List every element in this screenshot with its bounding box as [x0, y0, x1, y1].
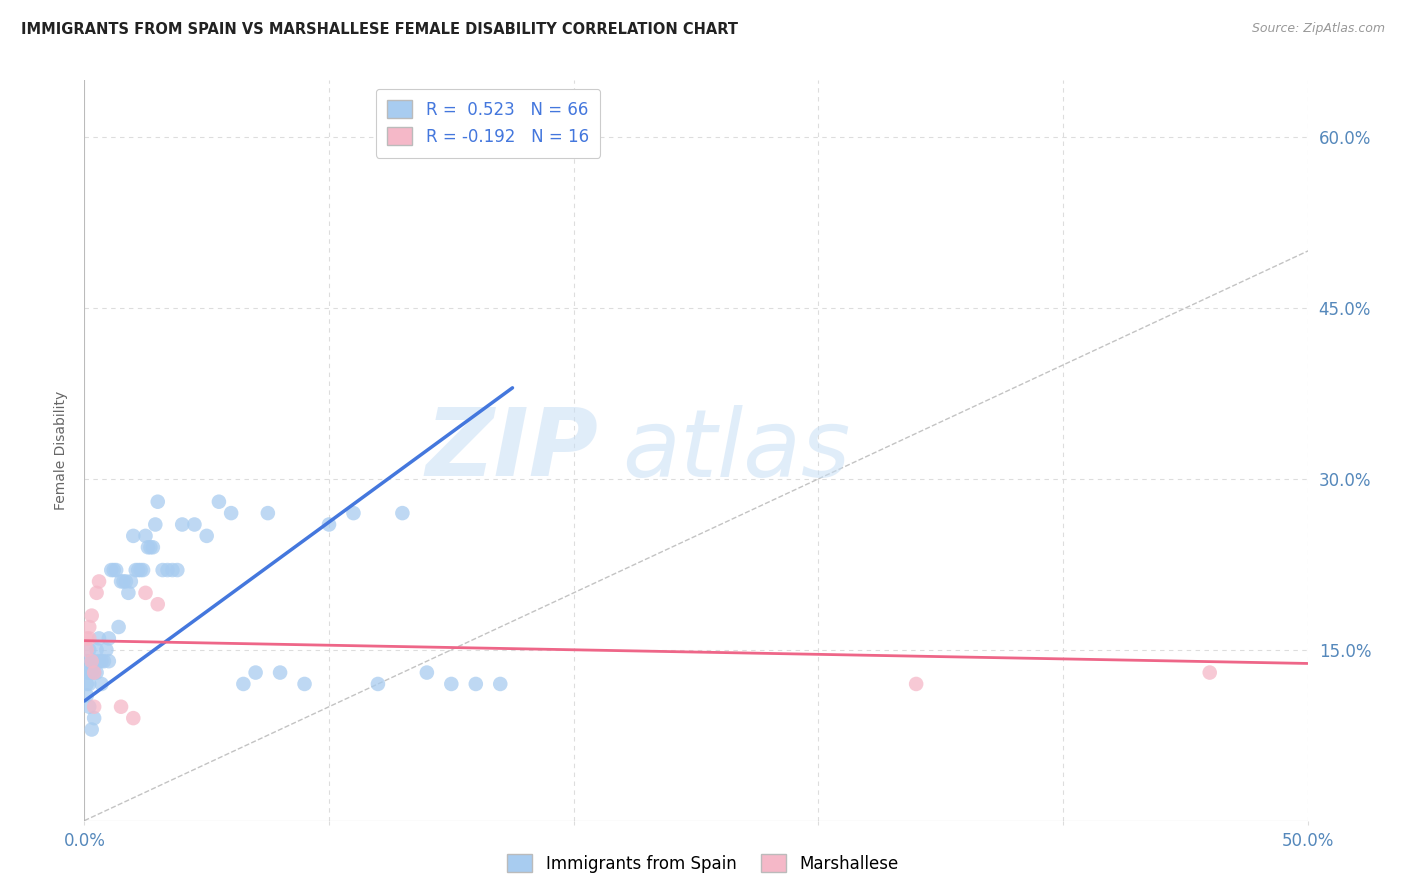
Point — [86, 665, 108, 680]
Point — [125, 563, 148, 577]
Point — [143, 517, 166, 532]
Point — [90, 654, 112, 668]
Point — [416, 665, 439, 680]
Point — [152, 563, 174, 577]
Point — [97, 632, 120, 646]
Point — [105, 563, 128, 577]
Point — [76, 632, 98, 646]
Point — [97, 654, 120, 668]
Point — [83, 665, 105, 680]
Point — [100, 563, 122, 577]
Point — [219, 506, 242, 520]
Point — [146, 494, 169, 508]
Point — [135, 586, 157, 600]
Point — [76, 665, 98, 680]
Point — [269, 665, 291, 680]
Point — [127, 563, 149, 577]
Text: ZIP: ZIP — [425, 404, 598, 497]
Point — [103, 563, 125, 577]
Text: Source: ZipAtlas.com: Source: ZipAtlas.com — [1251, 22, 1385, 36]
Point — [80, 665, 103, 680]
Point — [80, 654, 103, 668]
Point — [77, 699, 100, 714]
Point — [245, 665, 267, 680]
Point — [77, 677, 100, 691]
Point — [162, 563, 184, 577]
Point — [87, 574, 110, 589]
Point — [489, 677, 512, 691]
Point — [136, 541, 159, 555]
Point — [80, 723, 103, 737]
Point — [80, 654, 103, 668]
Point — [195, 529, 218, 543]
Legend: R =  0.523   N = 66, R = -0.192   N = 16: R = 0.523 N = 66, R = -0.192 N = 16 — [375, 88, 600, 158]
Point — [146, 597, 169, 611]
Point — [76, 642, 98, 657]
Point — [391, 506, 413, 520]
Point — [96, 642, 118, 657]
Point — [1198, 665, 1220, 680]
Point — [122, 711, 145, 725]
Point — [122, 529, 145, 543]
Point — [183, 517, 205, 532]
Point — [257, 506, 280, 520]
Point — [110, 574, 132, 589]
Point — [166, 563, 188, 577]
Point — [117, 586, 139, 600]
Point — [115, 574, 138, 589]
Point — [156, 563, 179, 577]
Point — [129, 563, 152, 577]
Point — [342, 506, 364, 520]
Point — [86, 642, 108, 657]
Point — [93, 654, 115, 668]
Point — [77, 632, 100, 646]
Point — [318, 517, 340, 532]
Point — [294, 677, 316, 691]
Point — [142, 541, 165, 555]
Point — [77, 665, 100, 680]
Point — [139, 541, 162, 555]
Legend: Immigrants from Spain, Marshallese: Immigrants from Spain, Marshallese — [501, 847, 905, 880]
Point — [440, 677, 463, 691]
Point — [83, 665, 105, 680]
Point — [76, 689, 98, 703]
Point — [905, 677, 928, 691]
Point — [135, 529, 157, 543]
Point — [367, 677, 389, 691]
Point — [112, 574, 135, 589]
Point — [83, 654, 105, 668]
Point — [464, 677, 486, 691]
Point — [86, 586, 108, 600]
Point — [107, 620, 129, 634]
Point — [76, 654, 98, 668]
Text: IMMIGRANTS FROM SPAIN VS MARSHALLESE FEMALE DISABILITY CORRELATION CHART: IMMIGRANTS FROM SPAIN VS MARSHALLESE FEM… — [21, 22, 738, 37]
Point — [77, 642, 100, 657]
Point — [110, 699, 132, 714]
Point — [76, 677, 98, 691]
Point — [208, 494, 231, 508]
Point — [87, 654, 110, 668]
Point — [77, 620, 100, 634]
Text: atlas: atlas — [623, 405, 851, 496]
Point — [172, 517, 194, 532]
Point — [120, 574, 142, 589]
Point — [90, 677, 112, 691]
Y-axis label: Female Disability: Female Disability — [55, 391, 69, 510]
Point — [83, 699, 105, 714]
Point — [132, 563, 155, 577]
Point — [232, 677, 254, 691]
Point — [87, 632, 110, 646]
Point — [83, 711, 105, 725]
Point — [80, 608, 103, 623]
